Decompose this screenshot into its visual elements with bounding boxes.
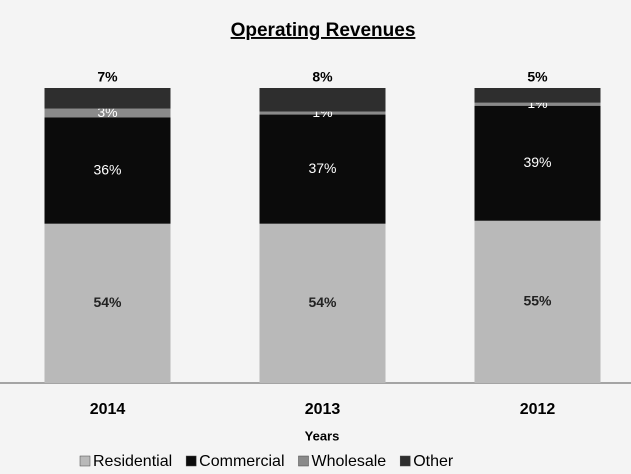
bar-segment [44, 88, 171, 109]
data-label: 8% [312, 69, 333, 85]
legend-swatch [79, 455, 91, 467]
legend-swatch [399, 455, 411, 467]
legend-label: Residential [93, 453, 172, 470]
bar-segment [259, 114, 386, 224]
data-label: 54% [308, 294, 337, 310]
legend-label: Commercial [199, 453, 284, 470]
data-label: 39% [523, 154, 551, 170]
x-axis-label: Years [305, 428, 340, 443]
bar-segment [259, 88, 386, 112]
bar-segment [44, 108, 171, 118]
bar-segment [474, 105, 601, 221]
x-tick-label: 2014 [90, 401, 126, 418]
chart-title: Operating Revenues [231, 20, 416, 41]
bar-segment [44, 117, 171, 224]
x-tick-label: 2013 [305, 401, 341, 418]
data-label: 55% [523, 293, 552, 309]
legend-label: Other [413, 453, 454, 470]
bar-segment [259, 223, 386, 383]
bar-segment [44, 223, 171, 383]
data-label: 54% [93, 294, 122, 310]
bar-segment [259, 111, 386, 115]
legend-swatch [298, 455, 309, 467]
legend-label: Wholesale [312, 453, 387, 470]
x-tick-label: 2012 [520, 401, 556, 418]
bar-segment [474, 220, 601, 383]
data-label: 5% [527, 69, 548, 85]
bar-segment [474, 102, 601, 106]
data-label: 7% [97, 69, 118, 85]
legend-swatch [185, 455, 197, 467]
bar-segment [474, 88, 601, 103]
data-label: 37% [308, 160, 336, 176]
data-label: 36% [93, 161, 121, 177]
